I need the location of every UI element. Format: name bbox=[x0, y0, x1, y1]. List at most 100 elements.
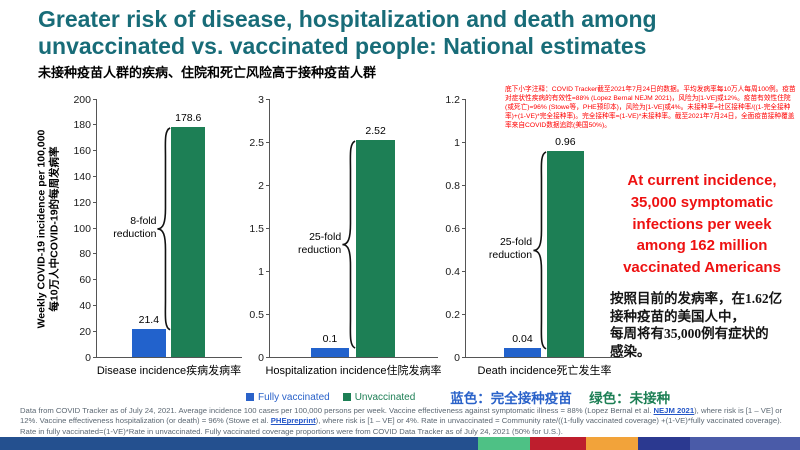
y-tick-mark bbox=[266, 313, 270, 315]
y-tick-mark bbox=[93, 253, 97, 255]
y-tick-label: 0.5 bbox=[249, 308, 264, 321]
bar-unvaccinated bbox=[356, 140, 396, 357]
y-tick-label: 160 bbox=[73, 145, 91, 158]
y-tick-label: 180 bbox=[73, 119, 91, 132]
y-tick-mark bbox=[462, 141, 466, 143]
y-axis-label: Weekly COVID-19 incidence per 100,000 每10… bbox=[30, 100, 66, 358]
legend-label-unvaccinated: Unvaccinated bbox=[354, 391, 416, 403]
y-axis-label-line1: Weekly COVID-19 incidence per 100,000 bbox=[35, 129, 48, 329]
bar-unvaccinated bbox=[547, 150, 584, 357]
reduction-annotation: 8-fold reduction bbox=[113, 214, 157, 240]
y-tick-mark bbox=[93, 150, 97, 152]
bar-value-label: 21.4 bbox=[138, 314, 160, 327]
y-tick-label: 200 bbox=[73, 93, 91, 106]
legend-item-unvaccinated: Unvaccinated bbox=[342, 391, 416, 403]
reduction-annotation: 25-fold reduction bbox=[297, 230, 342, 256]
y-tick-label: 0 bbox=[454, 351, 460, 364]
y-tick-mark bbox=[462, 270, 466, 272]
reduction-brace-icon bbox=[154, 126, 171, 332]
bar-value-label: 0.1 bbox=[322, 333, 338, 346]
y-tick-label: 2.5 bbox=[249, 136, 264, 149]
y-tick-label: 1 bbox=[454, 136, 460, 149]
legend-swatch-green-icon bbox=[342, 393, 351, 401]
y-axis-label-line2: 每10万人中COVID-19的每周发病率 bbox=[48, 146, 60, 312]
bar-fully-vaccinated bbox=[132, 329, 166, 357]
y-tick-mark bbox=[93, 356, 97, 358]
y-tick-mark bbox=[266, 184, 270, 186]
y-axis-ticks: 0 0.5 1 1.5 2 2.5 3 bbox=[242, 94, 269, 364]
y-tick-mark bbox=[93, 201, 97, 203]
y-tick-label: 2 bbox=[258, 179, 264, 192]
y-tick-label: 0.2 bbox=[445, 308, 460, 321]
bar-value-label: 178.6 bbox=[175, 111, 202, 124]
bottom-bar-segment bbox=[478, 437, 531, 450]
bar-unvaccinated bbox=[171, 126, 206, 357]
y-tick-mark bbox=[93, 227, 97, 229]
y-tick-mark bbox=[93, 175, 97, 177]
y-tick-label: 20 bbox=[79, 325, 91, 338]
y-tick-label: 40 bbox=[79, 299, 91, 312]
x-axis-title: Death incidence死亡发生率 bbox=[477, 365, 612, 377]
plot-area: 0.04 0.96 25-fold reduction bbox=[462, 98, 624, 358]
y-tick-mark bbox=[462, 184, 466, 186]
legend-zh-green: 绿色：未接种 bbox=[589, 391, 671, 406]
legend-zh: 蓝色：完全接种疫苗 绿色：未接种 bbox=[450, 387, 670, 407]
y-axis-ticks: 0 20 40 60 80 100 120 140 160 180 200 bbox=[66, 94, 96, 364]
chart-panel-2: 0 0.5 1 1.5 2 2.5 3 0.1 2.52 25-fold reduction Hos… bbox=[242, 94, 442, 388]
y-tick-mark bbox=[93, 124, 97, 126]
y-tick-mark bbox=[462, 98, 466, 100]
y-tick-mark bbox=[462, 313, 466, 315]
bottom-color-bar bbox=[0, 437, 800, 450]
page-title: Greater risk of disease, hospitalization… bbox=[38, 6, 657, 59]
charts-row: Weekly COVID-19 incidence per 100,000 每10… bbox=[30, 94, 624, 388]
bottom-bar-segment bbox=[585, 437, 638, 450]
bar-value-label: 0.04 bbox=[512, 333, 533, 346]
y-tick-mark bbox=[266, 98, 270, 100]
plot-area: 21.4 178.6 8-fold reduction bbox=[93, 98, 242, 358]
bottom-bar-segment bbox=[0, 437, 479, 450]
page-subtitle-zh: 未接种疫苗人群的疾病、住院和死亡风险高于接种疫苗人群 bbox=[38, 65, 377, 80]
y-tick-label: 0.8 bbox=[445, 179, 460, 192]
chart-legend: Fully vaccinated Unvaccinated 蓝色：完全接种疫苗 … bbox=[246, 387, 670, 407]
x-axis-title: Disease incidence疾病发病率 bbox=[96, 365, 242, 377]
legend-label-fully-vaccinated: Fully vaccinated bbox=[258, 391, 330, 403]
y-tick-label: 1.2 bbox=[445, 93, 460, 106]
bottom-bar-segment bbox=[530, 437, 586, 450]
bar-fully-vaccinated bbox=[310, 348, 350, 357]
y-tick-mark bbox=[266, 270, 270, 272]
reduction-brace-icon bbox=[339, 139, 356, 350]
y-tick-label: 120 bbox=[73, 196, 91, 209]
legend-zh-blue: 蓝色：完全接种疫苗 bbox=[450, 391, 572, 406]
bottom-bar-segment bbox=[690, 437, 800, 450]
footer-link[interactable]: NEJM 2021 bbox=[653, 406, 695, 415]
y-axis-label-text: Weekly COVID-19 incidence per 100,000 每10… bbox=[35, 90, 60, 368]
y-axis-ticks: 0 0.2 0.4 0.6 0.8 1 1.2 bbox=[438, 94, 465, 364]
legend-swatch-blue-icon bbox=[246, 393, 254, 401]
y-tick-mark bbox=[93, 330, 97, 332]
callout-text-en: At current incidence, 35,000 symptomatic… bbox=[623, 172, 781, 276]
bar-fully-vaccinated bbox=[504, 348, 541, 357]
reduction-brace-icon bbox=[530, 150, 547, 351]
y-tick-mark bbox=[93, 279, 97, 281]
plot-area: 0.1 2.52 25-fold reduction bbox=[266, 98, 438, 358]
reduction-annotation: 25-fold reduction bbox=[488, 236, 533, 262]
y-tick-mark bbox=[266, 356, 270, 358]
chart-panel-1: Weekly COVID-19 incidence per 100,000 每10… bbox=[30, 94, 242, 388]
y-tick-mark bbox=[93, 98, 97, 100]
y-tick-mark bbox=[266, 141, 270, 143]
bar-value-label: 2.52 bbox=[365, 125, 386, 138]
footer-source-note: Data from COVID Tracker as of July 24, 2… bbox=[20, 406, 783, 436]
footer-link[interactable]: PHEpreprint bbox=[270, 416, 316, 426]
legend-item-fully-vaccinated: Fully vaccinated bbox=[246, 392, 330, 403]
y-tick-label: 100 bbox=[73, 222, 91, 235]
y-tick-label: 80 bbox=[79, 248, 91, 261]
y-tick-mark bbox=[93, 304, 97, 306]
chart-panel-3: 0 0.2 0.4 0.6 0.8 1 1.2 0.04 0.96 25-fold reducti… bbox=[438, 94, 624, 388]
y-tick-label: 0 bbox=[258, 351, 264, 364]
y-tick-label: 1.5 bbox=[249, 222, 264, 235]
y-tick-label: 0.6 bbox=[445, 222, 460, 235]
bar-value-label: 0.96 bbox=[555, 135, 576, 148]
callout-text-zh: 按照目前的发病率，在1.62亿 接种疫苗的美国人中， 每周将有35,000例有症… bbox=[610, 291, 783, 359]
y-tick-label: 0 bbox=[85, 351, 91, 364]
x-axis-title: Hospitalization incidence住院发病率 bbox=[265, 365, 442, 377]
